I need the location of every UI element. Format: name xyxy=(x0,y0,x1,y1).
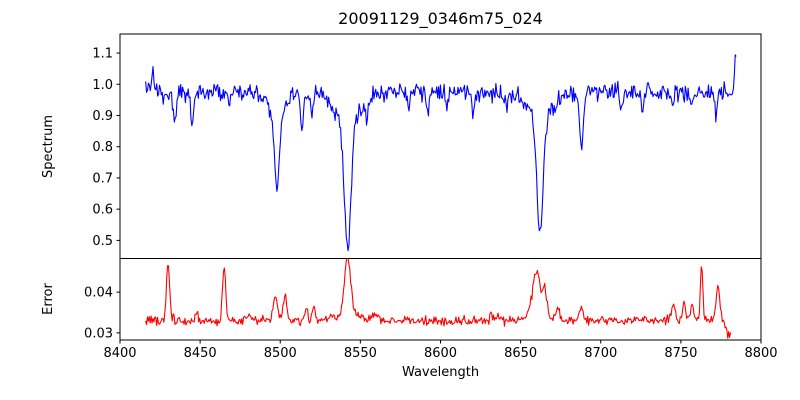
x-tick-label: 8500 xyxy=(264,346,297,361)
axes-layer: 0.5 0.6 0.7 0.8 0.9 1.0 1.1 0.03 0.04 8400 8450 850… xyxy=(84,33,778,361)
x-tick-label: 8600 xyxy=(424,346,457,361)
x-tick-label: 8450 xyxy=(184,346,217,361)
spectrum-y-tick-label: 0.9 xyxy=(92,109,113,124)
x-tick-label: 8400 xyxy=(103,346,136,361)
panel-border-spectrum xyxy=(119,33,762,259)
error-y-tick-label: 0.03 xyxy=(84,326,113,341)
chart-title: 20091129_0346m75_024 xyxy=(338,9,543,29)
x-tick-label: 8800 xyxy=(744,346,777,361)
error-y-tick-label: 0.04 xyxy=(84,286,113,301)
spectrum-y-axis-label: Spectrum xyxy=(41,115,56,178)
error-line xyxy=(145,258,732,339)
x-tick-label: 8750 xyxy=(664,346,697,361)
spectrum-y-tick-label: 0.5 xyxy=(92,234,113,249)
x-tick-label: 8650 xyxy=(504,346,537,361)
x-tick-label: 8700 xyxy=(584,346,617,361)
spectrum-y-tick-label: 1.1 xyxy=(92,47,113,62)
spectrum-y-tick-label: 0.8 xyxy=(92,140,113,155)
error-y-axis-label: Error xyxy=(41,283,56,315)
spectrum-line xyxy=(145,54,737,252)
panel-border-error xyxy=(119,258,762,341)
x-tick-label: 8550 xyxy=(344,346,377,361)
spectrum-y-tick-label: 0.7 xyxy=(92,171,113,186)
spectrum-y-tick-label: 1.0 xyxy=(92,78,113,93)
series-layer xyxy=(145,54,737,339)
x-axis-label: Wavelength xyxy=(402,365,479,380)
spectrum-y-tick-label: 0.6 xyxy=(92,203,113,218)
